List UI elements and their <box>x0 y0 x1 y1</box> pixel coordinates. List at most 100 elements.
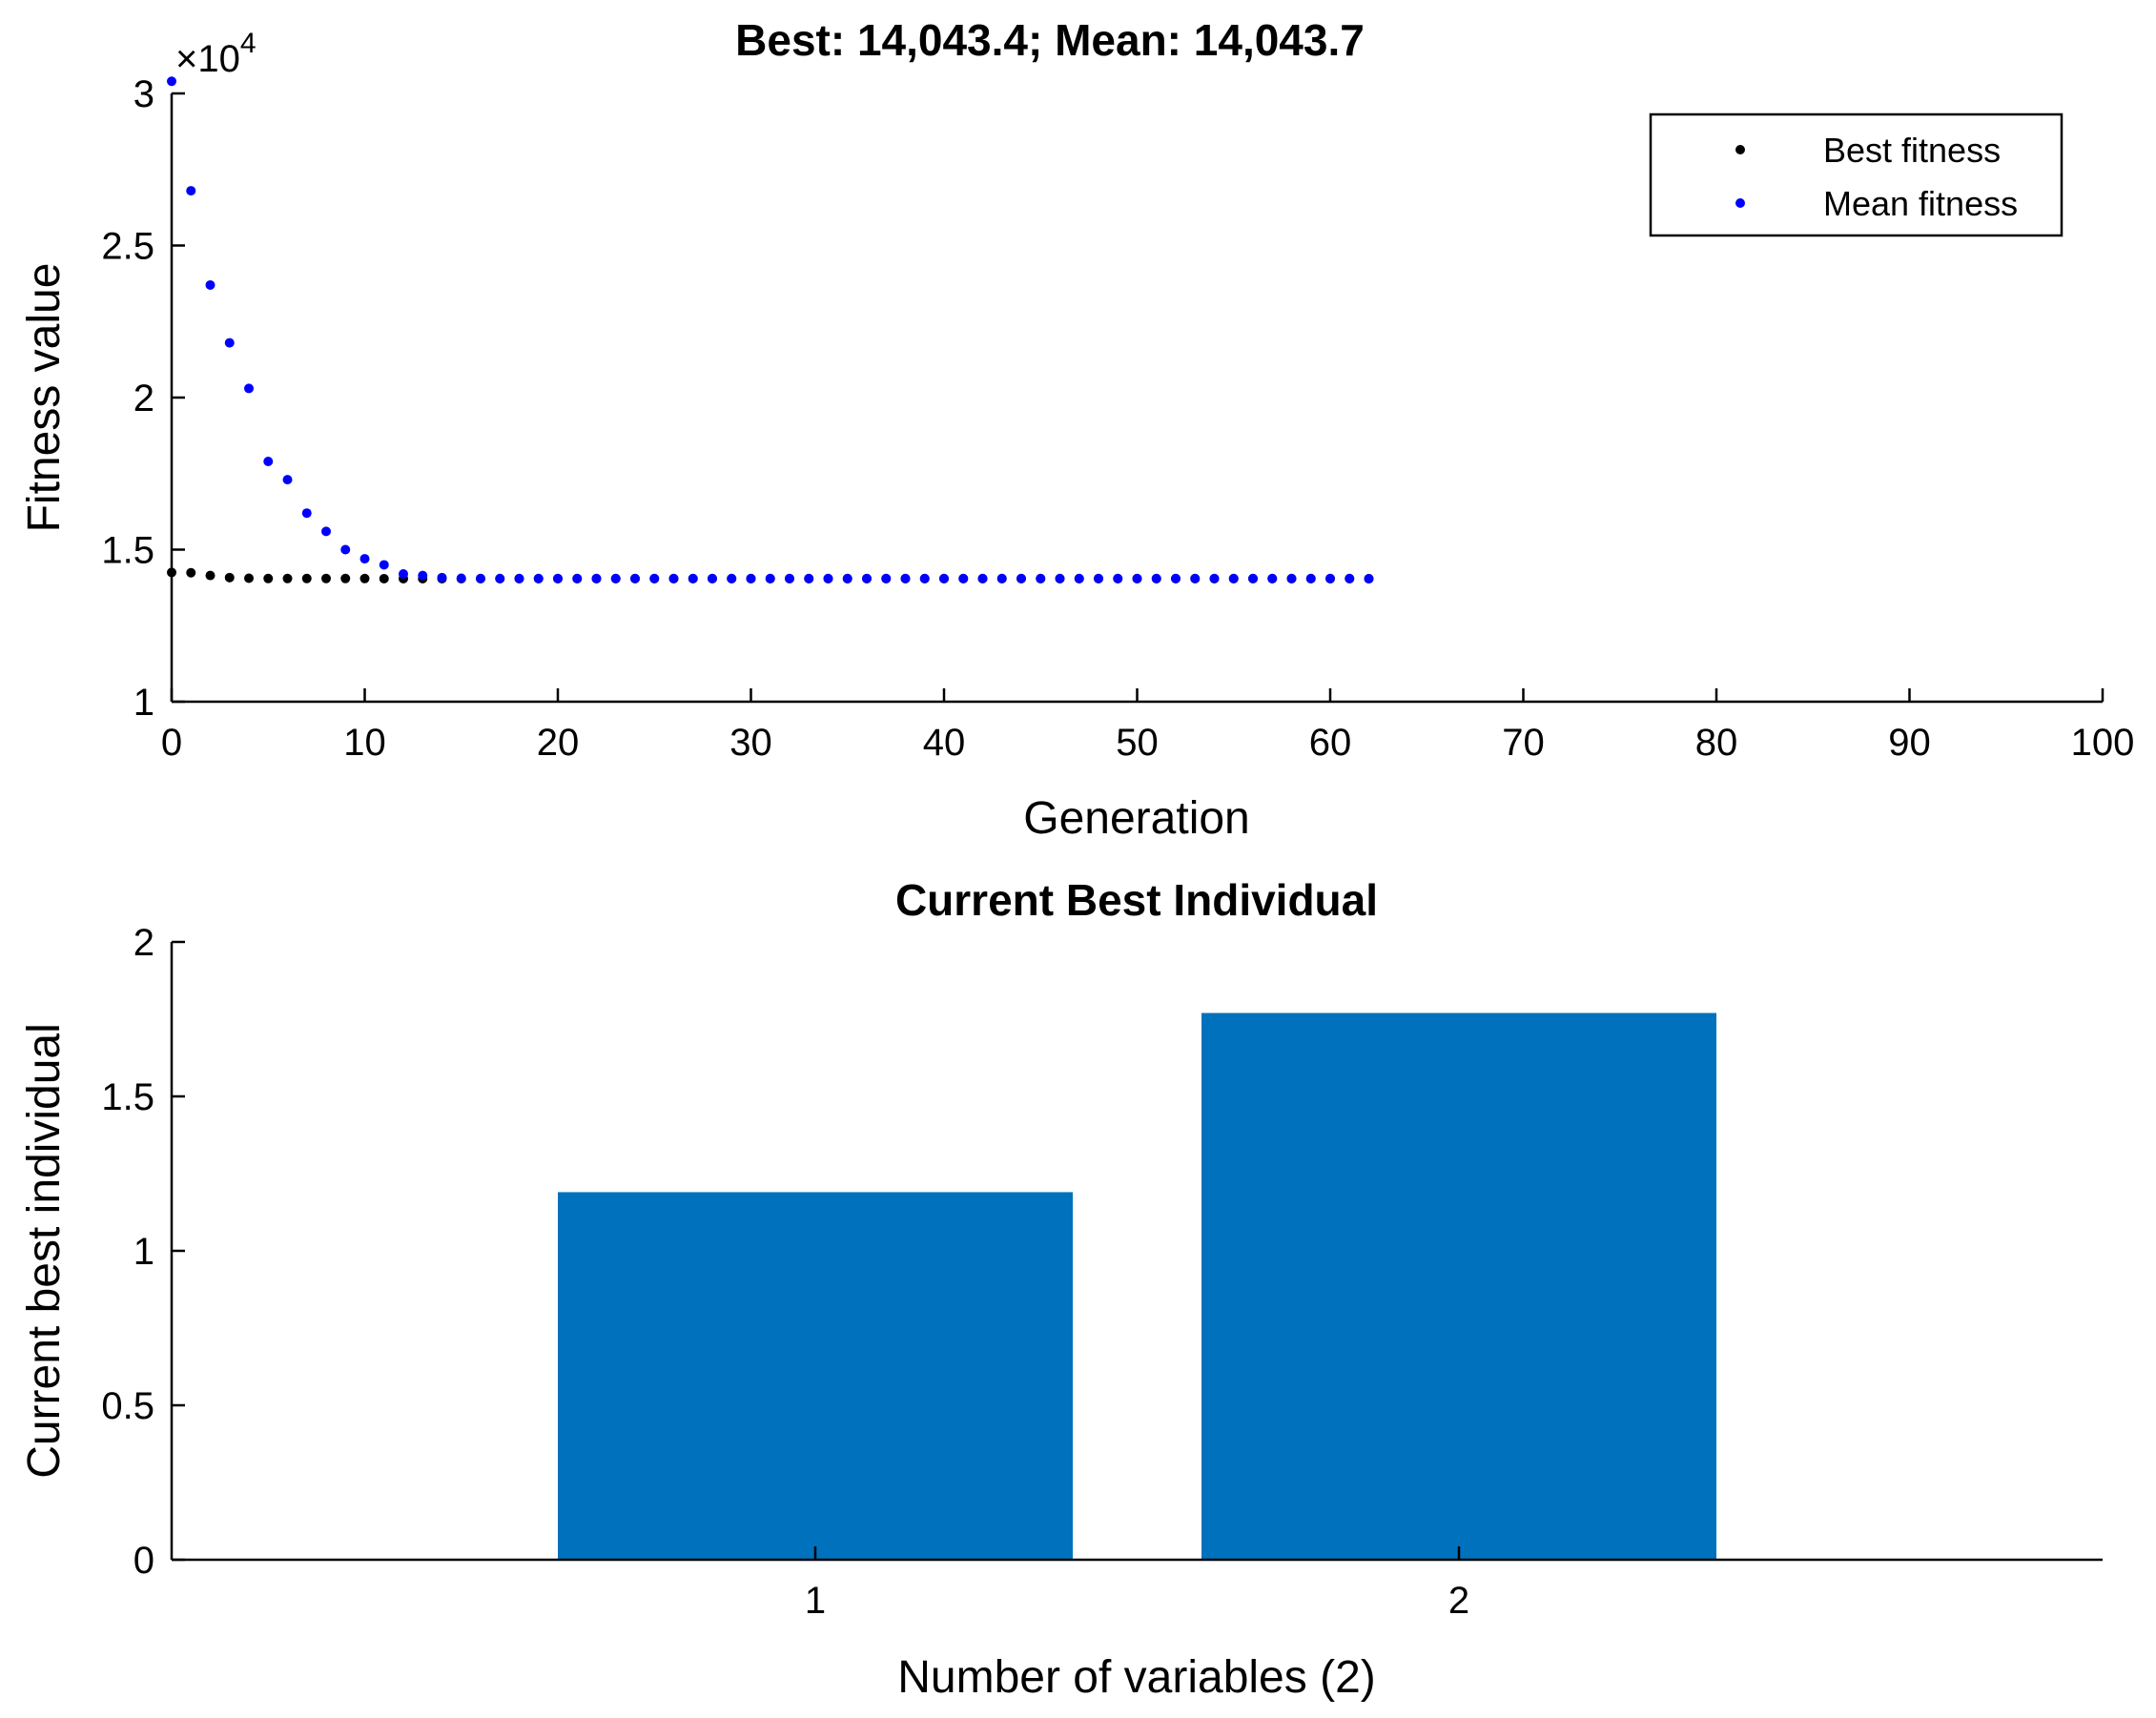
best-fitness-point <box>301 573 312 583</box>
x-tick-label: 90 <box>1888 722 1931 764</box>
y-axis-exponent-power: 4 <box>240 28 257 59</box>
fitness-legend: Best fitness Mean fitness <box>1649 112 2064 237</box>
mean-fitness-point <box>1036 573 1046 583</box>
mean-fitness-point <box>553 573 563 583</box>
x-tick-label: 60 <box>1309 722 1352 764</box>
y-tick-label: 1.5 <box>101 530 154 572</box>
mean-fitness-point <box>1364 573 1374 583</box>
x-tick-label: 2 <box>1448 1580 1469 1622</box>
legend-marker-best <box>1735 145 1745 154</box>
y-tick-label: 1 <box>133 682 154 724</box>
mean-fitness-point <box>456 573 466 583</box>
mean-fitness-point <box>514 573 524 583</box>
y-axis-exponent-label: ×104 <box>175 28 257 80</box>
mean-fitness-point <box>1132 573 1142 583</box>
mean-fitness-point <box>1305 573 1316 583</box>
mean-fitness-point <box>1151 573 1161 583</box>
mean-fitness-point <box>1055 573 1065 583</box>
mean-fitness-point <box>668 573 679 583</box>
y-tick-label: 1 <box>133 1231 154 1273</box>
mean-fitness-point <box>996 573 1007 583</box>
mean-fitness-point <box>881 573 892 583</box>
best-fitness-point <box>340 573 351 583</box>
fitness-plot-title: Best: 14,043.4; Mean: 14,043.7 <box>735 15 1365 65</box>
mean-fitness-point <box>340 544 351 555</box>
y-tick-label: 0.5 <box>101 1385 154 1427</box>
mean-fitness-point <box>765 573 775 583</box>
best-individual-y-axis-label: Current best individual <box>19 1023 70 1479</box>
best-fitness-point <box>359 573 370 583</box>
fitness-y-ticks: 1 1.5 2 2.5 3 <box>101 73 185 724</box>
mean-fitness-series <box>167 76 1374 583</box>
x-tick-label: 40 <box>923 722 966 764</box>
best-fitness-point <box>167 567 176 578</box>
best-fitness-point <box>379 573 389 583</box>
mean-fitness-point <box>244 383 254 394</box>
mean-fitness-point <box>591 573 602 583</box>
mean-fitness-point <box>399 569 408 580</box>
mean-fitness-point <box>186 186 196 196</box>
mean-fitness-point <box>1016 573 1026 583</box>
best-fitness-point <box>244 573 254 583</box>
mean-fitness-point <box>1267 573 1278 583</box>
fitness-y-axis-label: Fitness value <box>19 263 70 533</box>
x-tick-label: 70 <box>1502 722 1545 764</box>
fitness-points <box>167 76 1374 584</box>
bar-variable-2 <box>1201 1012 1716 1560</box>
best-fitness-point <box>205 570 216 581</box>
mean-fitness-point <box>842 573 852 583</box>
mean-fitness-point <box>205 279 216 290</box>
x-tick-label: 30 <box>729 722 772 764</box>
best-fitness-point <box>282 573 293 583</box>
fitness-x-axis-label: Generation <box>1023 793 1250 844</box>
mean-fitness-point <box>282 475 293 485</box>
best-fitness-point <box>263 573 274 583</box>
mean-fitness-point <box>359 554 370 564</box>
mean-fitness-point <box>785 573 794 583</box>
mean-fitness-point <box>1113 573 1123 583</box>
mean-fitness-point <box>900 573 911 583</box>
mean-fitness-point <box>727 573 737 583</box>
best-individual-title: Current Best Individual <box>895 875 1378 925</box>
mean-fitness-point <box>823 573 833 583</box>
fitness-plot: Best: 14,043.4; Mean: 14,043.7 ×104 0 10 2… <box>19 15 2134 844</box>
legend-label-best: Best fitness <box>1823 131 2001 170</box>
mean-fitness-point <box>321 526 331 537</box>
mean-fitness-point <box>1094 573 1103 583</box>
mean-fitness-point <box>476 573 485 583</box>
mean-fitness-point <box>301 508 312 519</box>
best-fitness-point <box>224 572 235 583</box>
y-tick-label: 1.5 <box>101 1076 154 1118</box>
mean-fitness-point <box>958 573 969 583</box>
mean-fitness-point <box>1345 573 1355 583</box>
mean-fitness-point <box>1190 573 1201 583</box>
y-tick-label: 3 <box>133 73 154 115</box>
mean-fitness-point <box>649 573 660 583</box>
mean-fitness-point <box>263 456 274 466</box>
legend-label-mean: Mean fitness <box>1823 184 2018 223</box>
mean-fitness-point <box>1286 573 1297 583</box>
best-fitness-point <box>186 567 196 578</box>
mean-fitness-point <box>1325 573 1335 583</box>
mean-fitness-point <box>533 573 544 583</box>
mean-fitness-point <box>1074 573 1084 583</box>
best-individual-x-axis-label: Number of variables (2) <box>897 1652 1376 1703</box>
mean-fitness-point <box>572 573 583 583</box>
y-tick-label: 2.5 <box>101 226 154 268</box>
mean-fitness-point <box>804 573 814 583</box>
x-tick-label: 1 <box>805 1580 826 1622</box>
mean-fitness-point <box>688 573 698 583</box>
mean-fitness-point <box>610 573 621 583</box>
y-axis-exponent-base: ×10 <box>175 38 240 80</box>
bar-variable-1 <box>558 1192 1073 1560</box>
fitness-x-ticks: 0 10 20 30 40 50 60 70 80 90 100 <box>161 688 2134 764</box>
mean-fitness-point <box>919 573 930 583</box>
y-tick-label: 0 <box>133 1540 154 1582</box>
y-tick-label: 2 <box>133 378 154 419</box>
best-individual-bars <box>558 1012 1716 1560</box>
mean-fitness-point <box>1209 573 1220 583</box>
x-tick-label: 10 <box>343 722 386 764</box>
x-tick-label: 20 <box>537 722 580 764</box>
